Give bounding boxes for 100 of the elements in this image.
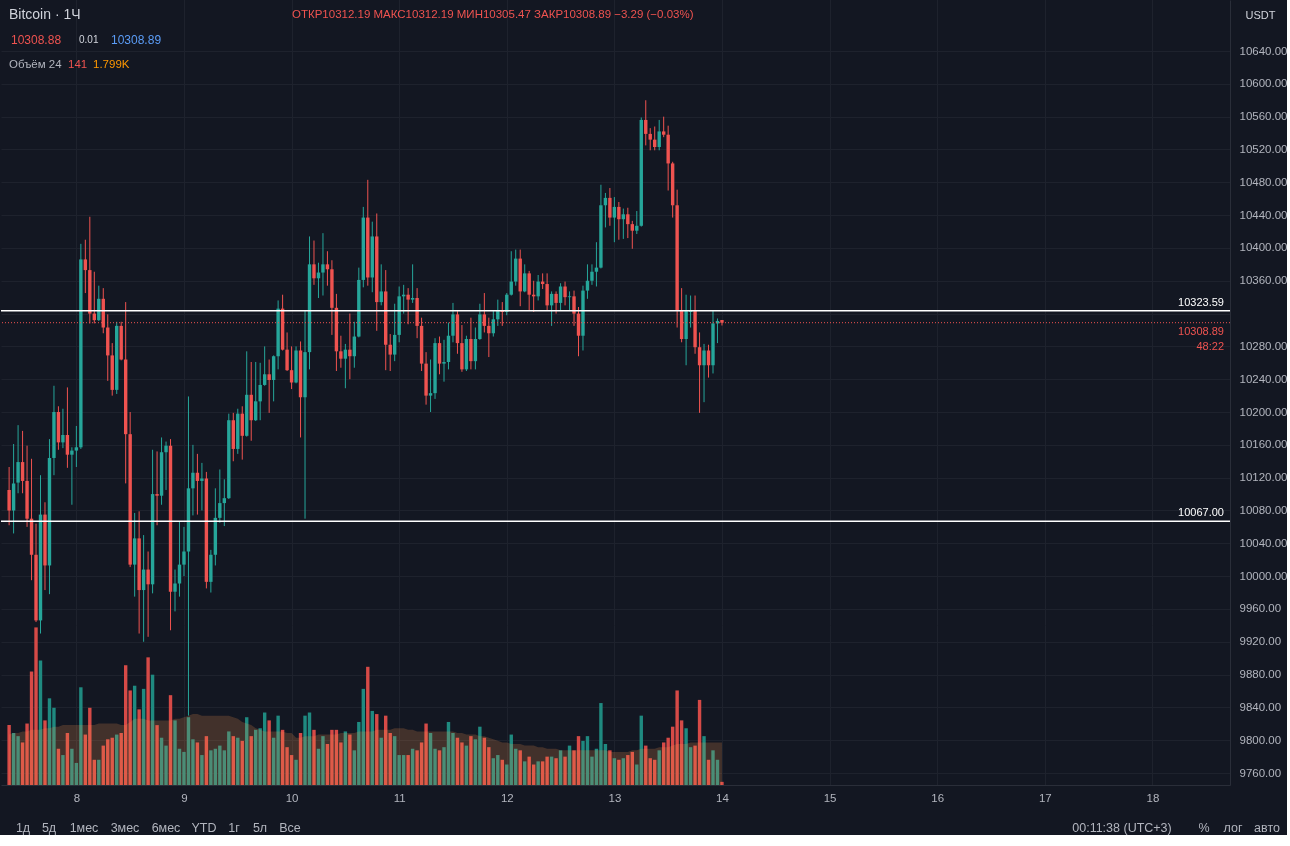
y-tick-label: 9960.00 xyxy=(1239,602,1282,615)
text: 5д xyxy=(41,821,57,835)
bar xyxy=(218,745,222,785)
ref-line-label: 10323.59 xyxy=(1178,295,1224,308)
candlestick xyxy=(590,263,594,286)
bar xyxy=(720,781,724,785)
bar xyxy=(321,736,325,785)
candlestick xyxy=(191,444,195,516)
candlestick xyxy=(554,290,558,315)
candlestick xyxy=(379,263,383,306)
candlestick xyxy=(626,207,630,239)
bar xyxy=(267,720,271,785)
bar xyxy=(496,755,500,785)
text: 1мес xyxy=(69,821,99,835)
candlestick xyxy=(321,232,325,297)
bar xyxy=(276,715,280,785)
y-tick-label: 9800.00 xyxy=(1239,733,1282,746)
bar xyxy=(155,725,159,785)
text: ОТКР10312.19 МАКС10312.19 МИН10305.47 ЗАКР10308.89 −3.29 (−0.03%) xyxy=(292,8,694,20)
annotation: 141 xyxy=(68,58,88,70)
ref-line-label: 10067.00 xyxy=(1178,506,1224,519)
bar xyxy=(146,657,150,785)
candlestick xyxy=(61,408,65,449)
bar xyxy=(7,725,11,785)
annotation: 10308.88 xyxy=(11,33,62,47)
candlestick xyxy=(267,359,271,414)
candlestick xyxy=(567,290,572,311)
y-tick-label: 9920.00 xyxy=(1239,635,1282,648)
candlestick xyxy=(182,526,186,577)
bar xyxy=(563,756,567,785)
text: 6мес xyxy=(151,821,181,835)
bar xyxy=(536,761,540,785)
bar xyxy=(626,755,630,785)
text: авто xyxy=(1254,821,1280,835)
candlestick xyxy=(545,272,549,311)
y-tick-label: 10520.00 xyxy=(1239,142,1288,155)
y-tick-label: 10280.00 xyxy=(1239,339,1288,352)
x-tick-label: 12 xyxy=(500,791,514,804)
bar xyxy=(527,756,531,785)
bar xyxy=(554,758,558,785)
x-tick-label: 18 xyxy=(1146,791,1160,804)
text: лог xyxy=(1223,821,1243,835)
candlestick xyxy=(164,441,168,491)
candlestick xyxy=(70,446,74,506)
candlestick xyxy=(285,331,289,372)
bar xyxy=(200,755,204,785)
candlestick xyxy=(442,339,446,383)
bar xyxy=(599,703,603,785)
candlestick xyxy=(702,343,706,403)
candlestick xyxy=(661,116,666,138)
text: 1д xyxy=(15,821,31,835)
bar xyxy=(684,728,688,785)
candlestick xyxy=(428,359,433,413)
candlestick xyxy=(312,240,316,286)
candlestick xyxy=(16,424,20,494)
bar xyxy=(702,736,706,785)
text: 5л xyxy=(252,821,268,835)
chart-title: Bitcoin · 1Ч xyxy=(9,6,81,22)
candlestick xyxy=(388,333,392,372)
candlestick xyxy=(558,282,563,311)
y-tick-label: 10400.00 xyxy=(1239,241,1288,254)
x-tick-label: 16 xyxy=(931,791,945,804)
candlestick xyxy=(617,201,621,241)
bar xyxy=(43,720,47,785)
y-tick-label: 10240.00 xyxy=(1239,372,1288,385)
bar xyxy=(348,734,352,785)
y-tick-label: 9880.00 xyxy=(1239,668,1282,681)
candlestick xyxy=(437,336,442,375)
text: % xyxy=(1198,821,1210,835)
bar xyxy=(581,740,585,785)
annotation: 48:22 xyxy=(1196,340,1224,352)
candlestick xyxy=(585,263,590,300)
y-axis-title: USDT xyxy=(1245,8,1276,21)
x-tick-label: 10 xyxy=(285,791,299,804)
candlestick xyxy=(410,263,415,304)
candlestick xyxy=(200,462,204,511)
bar xyxy=(478,726,482,785)
y-tick-label: 10200.00 xyxy=(1239,405,1288,418)
ref-line-label: 10308.89 xyxy=(1178,324,1224,337)
bar xyxy=(469,736,473,785)
candlestick xyxy=(155,450,159,526)
y-tick-label: 10160.00 xyxy=(1239,438,1288,451)
y-tick-label: 10000.00 xyxy=(1239,569,1288,582)
candlestick xyxy=(146,551,150,638)
candlestick xyxy=(7,466,11,526)
candlestick xyxy=(65,386,70,469)
bar xyxy=(70,748,74,785)
bar xyxy=(675,690,679,785)
y-tick-label: 10040.00 xyxy=(1239,536,1288,549)
y-tick-label: 10080.00 xyxy=(1239,503,1288,516)
y-tick-label: 10440.00 xyxy=(1239,208,1288,221)
text: Все xyxy=(279,821,301,835)
x-tick-label: 13 xyxy=(608,791,622,804)
bar xyxy=(540,761,545,785)
candlestick xyxy=(630,220,635,250)
text: YTD xyxy=(191,821,217,835)
y-tick-label: 10480.00 xyxy=(1239,175,1288,188)
bar xyxy=(460,742,464,785)
bar xyxy=(227,731,231,785)
bar xyxy=(61,755,65,785)
